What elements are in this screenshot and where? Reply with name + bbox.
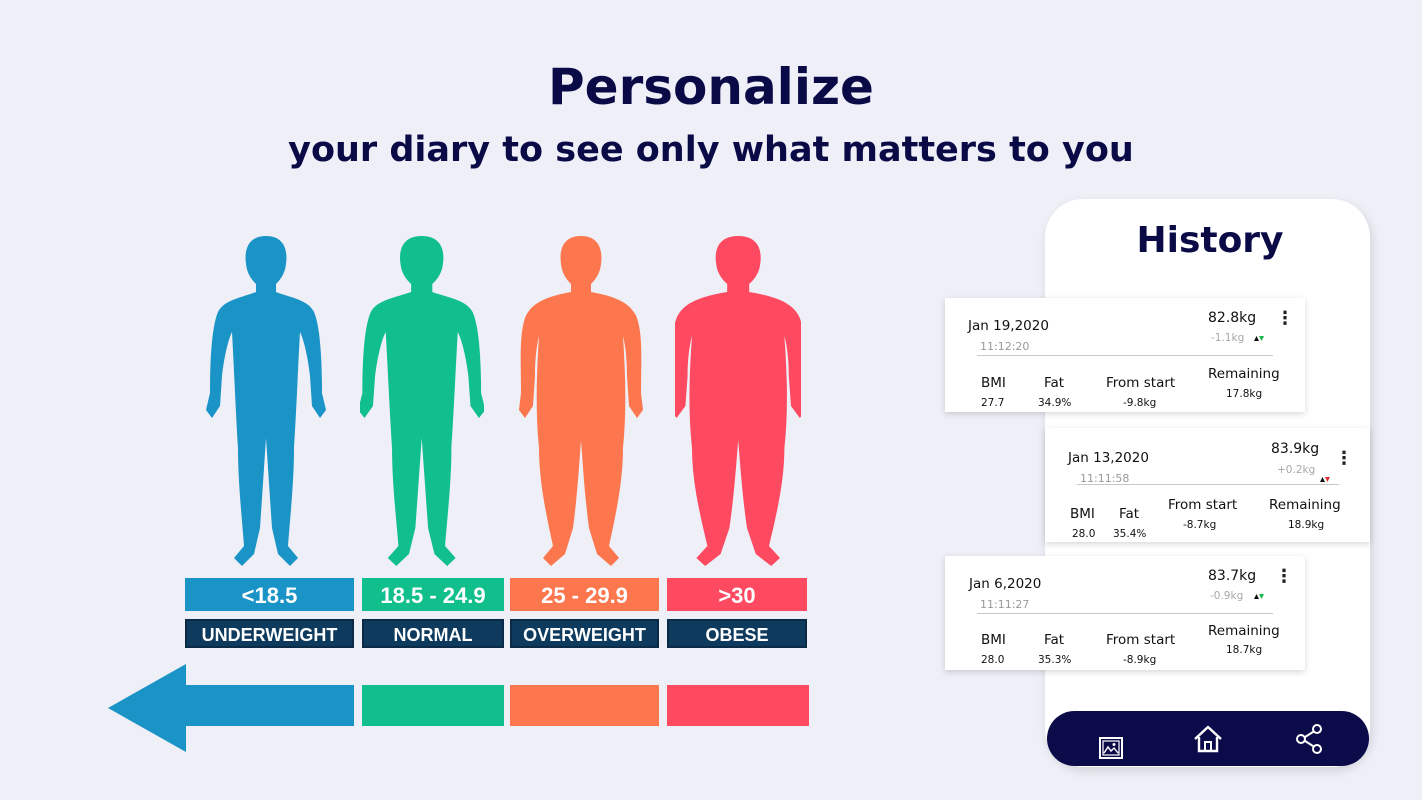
fat-label: Fat bbox=[1044, 632, 1065, 648]
scale-bar-underweight bbox=[185, 685, 354, 726]
history-title: History bbox=[1136, 220, 1284, 261]
fat-value: 35.4% bbox=[1113, 528, 1147, 540]
bmi-label: BMI bbox=[981, 375, 1006, 391]
entry-weight: 82.8kg bbox=[1208, 310, 1257, 326]
more-options-icon[interactable]: ⋮ bbox=[1335, 448, 1353, 469]
share-icon[interactable] bbox=[1295, 724, 1323, 754]
range-label-underweight: <18.5 bbox=[185, 578, 354, 611]
page-subtitle: your diary to see only what matters to y… bbox=[288, 130, 1134, 170]
fat-label: Fat bbox=[1119, 506, 1140, 522]
from-start-label: From start bbox=[1168, 497, 1238, 513]
from-start-value: -9.8kg bbox=[1123, 397, 1157, 409]
divider bbox=[977, 613, 1273, 614]
entry-weight: 83.9kg bbox=[1271, 441, 1320, 457]
entry-date: Jan 13,2020 bbox=[1068, 450, 1149, 466]
entry-weight: 83.7kg bbox=[1208, 568, 1257, 584]
entry-time: 11:11:27 bbox=[980, 598, 1030, 611]
range-label-obese: >30 bbox=[667, 578, 807, 611]
divider bbox=[977, 355, 1273, 356]
entry-time: 11:11:58 bbox=[1080, 472, 1130, 485]
trend-arrows-icon bbox=[1254, 594, 1264, 599]
remaining-value: 17.8kg bbox=[1226, 388, 1263, 400]
bmi-label: BMI bbox=[1070, 506, 1095, 522]
entry-date: Jan 6,2020 bbox=[969, 576, 1042, 592]
more-options-icon[interactable]: ⋮ bbox=[1275, 566, 1293, 587]
bmi-value: 28.0 bbox=[981, 654, 1005, 666]
range-label-normal: 18.5 - 24.9 bbox=[362, 578, 504, 611]
entry-delta: -1.1kg bbox=[1211, 332, 1245, 344]
image-icon[interactable] bbox=[1099, 737, 1123, 759]
normal-figure bbox=[360, 228, 484, 568]
fat-value: 34.9% bbox=[1038, 397, 1072, 409]
category-label-normal: NORMAL bbox=[362, 619, 504, 648]
remaining-label: Remaining bbox=[1269, 497, 1341, 513]
history-entry-card[interactable]: Jan 6,2020 11:11:27 83.7kg -0.9kg ⋮ BMI … bbox=[945, 556, 1305, 670]
bmi-value: 28.0 bbox=[1072, 528, 1096, 540]
remaining-label: Remaining bbox=[1208, 366, 1280, 382]
more-options-icon[interactable]: ⋮ bbox=[1276, 308, 1294, 329]
page-title: Personalize bbox=[548, 58, 874, 116]
entry-time: 11:12:20 bbox=[980, 340, 1030, 353]
range-label-overweight: 25 - 29.9 bbox=[510, 578, 659, 611]
from-start-label: From start bbox=[1106, 632, 1176, 648]
remaining-label: Remaining bbox=[1208, 623, 1280, 639]
remaining-value: 18.9kg bbox=[1288, 519, 1325, 531]
trend-arrows-icon bbox=[1320, 477, 1330, 482]
arrow-left-icon bbox=[108, 664, 186, 752]
fat-label: Fat bbox=[1044, 375, 1065, 391]
scale-bar-overweight bbox=[510, 685, 659, 726]
history-entry-card[interactable]: Jan 19,2020 11:12:20 82.8kg -1.1kg ⋮ BMI… bbox=[945, 298, 1305, 412]
entry-date: Jan 19,2020 bbox=[968, 318, 1049, 334]
home-icon[interactable] bbox=[1193, 725, 1223, 753]
history-entry-card[interactable]: Jan 13,2020 11:11:58 83.9kg +0.2kg ⋮ BMI… bbox=[1045, 428, 1370, 542]
bmi-value: 27.7 bbox=[981, 397, 1005, 409]
trend-arrows-icon bbox=[1254, 336, 1264, 341]
entry-delta: +0.2kg bbox=[1277, 464, 1316, 476]
obese-figure bbox=[675, 228, 801, 568]
scale-bar-obese bbox=[667, 685, 809, 726]
from-start-value: -8.7kg bbox=[1183, 519, 1217, 531]
category-label-obese: OBESE bbox=[667, 619, 807, 648]
divider bbox=[1077, 484, 1339, 485]
underweight-figure bbox=[204, 228, 328, 568]
category-label-underweight: UNDERWEIGHT bbox=[185, 619, 354, 648]
category-label-overweight: OVERWEIGHT bbox=[510, 619, 659, 648]
entry-delta: -0.9kg bbox=[1210, 590, 1244, 602]
fat-value: 35.3% bbox=[1038, 654, 1072, 666]
overweight-figure bbox=[518, 228, 644, 568]
remaining-value: 18.7kg bbox=[1226, 644, 1263, 656]
from-start-label: From start bbox=[1106, 375, 1176, 391]
scale-bar-normal bbox=[362, 685, 504, 726]
bottom-navigation-bar bbox=[1047, 711, 1369, 766]
from-start-value: -8.9kg bbox=[1123, 654, 1157, 666]
bmi-label: BMI bbox=[981, 632, 1006, 648]
